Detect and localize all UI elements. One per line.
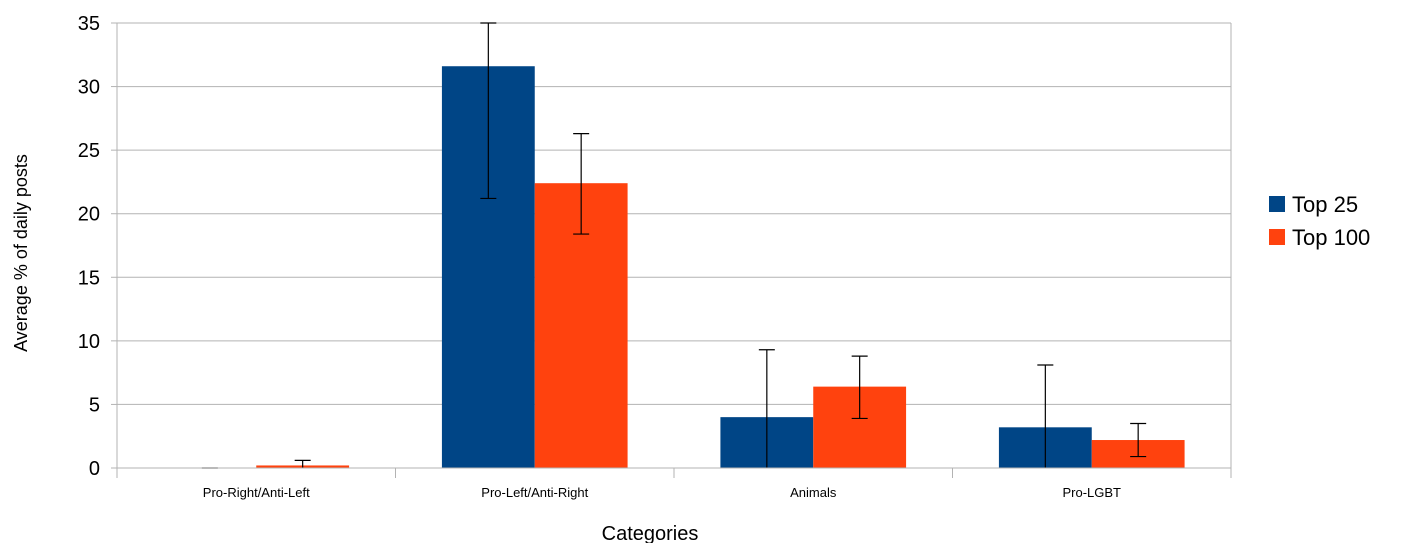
y-tick-label: 30 — [78, 77, 100, 99]
y-tick-label: 25 — [78, 140, 100, 162]
x-axis-title: Categories — [602, 523, 699, 543]
y-axis-title: Average % of daily posts — [11, 154, 31, 352]
y-tick-label: 20 — [78, 204, 100, 226]
gridlines — [117, 22, 1231, 405]
axis-labels: Average % of daily posts Categories — [11, 154, 699, 545]
legend-swatch — [1269, 229, 1285, 245]
axes: 0 5 10 15 20 25 30 35 Pro-Right/Anti-Left Pro-Lef… — [78, 13, 1232, 500]
y-tick-label: 15 — [78, 267, 100, 289]
legend-swatch — [1269, 196, 1285, 212]
x-tick-label: Animals — [790, 485, 837, 500]
y-tick-label: 35 — [78, 13, 100, 35]
x-tick-label: Pro-Left/Anti-Right — [481, 485, 588, 500]
error-bars — [201, 22, 1147, 469]
legend-label: Top 25 — [1292, 192, 1358, 217]
y-tick-label: 5 — [89, 394, 100, 416]
legend-label: Top 100 — [1292, 225, 1370, 250]
y-tick-label: 0 — [89, 458, 100, 480]
legend: Top 25 Top 100 — [1269, 192, 1370, 250]
x-tick-label: Pro-LGBT — [1062, 485, 1121, 500]
y-tick-label: 10 — [78, 331, 100, 353]
x-tick-label: Pro-Right/Anti-Left — [203, 485, 310, 500]
